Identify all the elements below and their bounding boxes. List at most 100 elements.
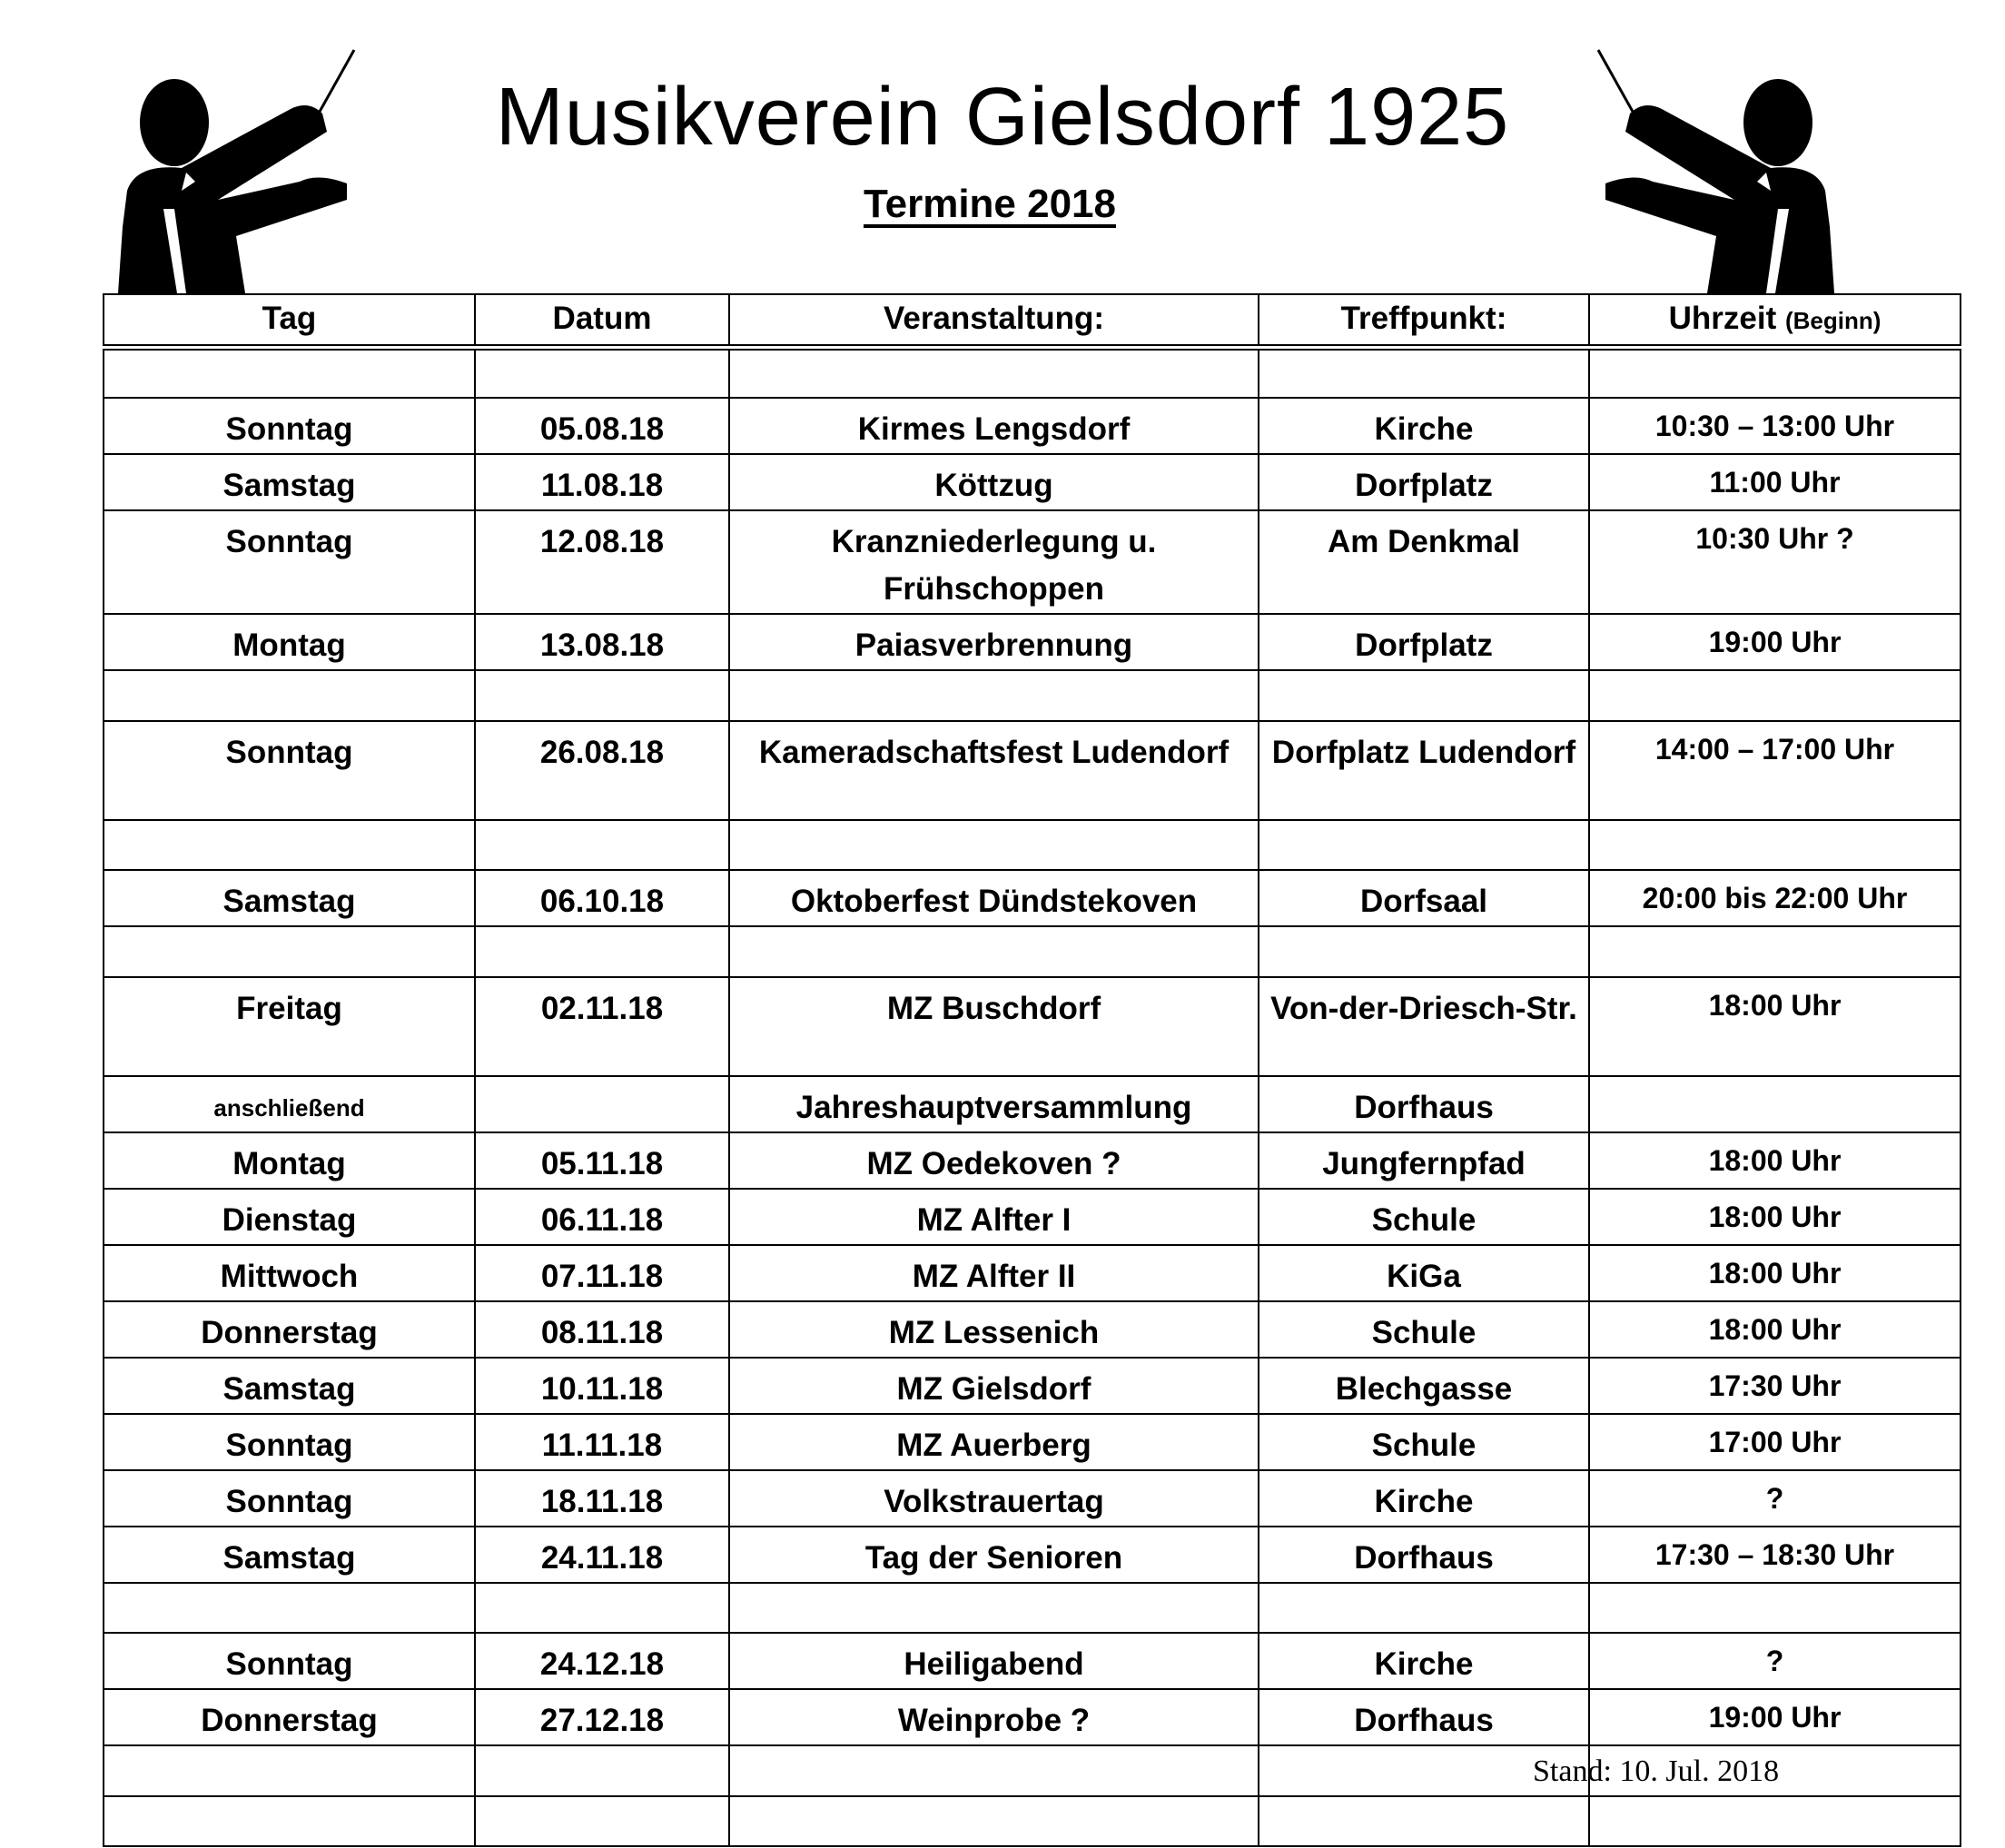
cell-treffpunkt: Am Denkmal [1258,509,1590,615]
column-header-treffpunkt: Treffpunkt: [1258,293,1590,351]
cell-veranstaltung [728,925,1259,978]
cell-tag: Sonntag [103,1412,476,1471]
cell-datum: 13.08.18 [474,613,730,671]
cell-uhrzeit: 14:00 – 17:00 Uhr [1588,719,1961,821]
cell-treffpunkt: Schule [1258,1412,1590,1471]
table-row: Samstag 10.11.18 MZ Gielsdorf Blechgasse 17:… [103,1356,1961,1415]
cell-datum: 02.11.18 [474,975,730,1077]
cell-veranstaltung [728,669,1259,722]
cell-uhrzeit [1588,1074,1961,1133]
table-row: Montag 05.11.18 MZ Oedekoven ? Jungfernpfad… [103,1131,1961,1190]
cell-datum: 05.11.18 [474,1131,730,1190]
cell-uhrzeit: 18:00 Uhr [1588,1187,1961,1246]
cell-treffpunkt: Schule [1258,1300,1590,1359]
cell-datum [474,346,730,399]
cell-datum: 10.11.18 [474,1356,730,1415]
cell-uhrzeit [1588,1581,1961,1634]
cell-tag: Samstag [103,869,476,927]
cell-treffpunkt: Jungfernpfad [1258,1131,1590,1190]
table-row: Sonntag 05.08.18 Kirmes Lengsdorf Kirche 10:… [103,397,1961,455]
cell-treffpunkt: Kirche [1258,1468,1590,1527]
table-header-row: Tag Datum Veranstaltung: Treffpunkt: Uhr… [103,293,1961,351]
cell-datum [474,818,730,871]
cell-datum: 24.12.18 [474,1632,730,1690]
cell-veranstaltung: MZ Oedekoven ? [728,1131,1259,1190]
cell-tag: Sonntag [103,1632,476,1690]
cell-treffpunkt: Blechgasse [1258,1356,1590,1415]
cell-veranstaltung [728,1794,1259,1847]
cell-veranstaltung [728,1744,1259,1797]
cell-uhrzeit: 10:30 Uhr ? [1588,509,1961,615]
cell-treffpunkt: Dorfplatz [1258,613,1590,671]
cell-tag: Donnerstag [103,1300,476,1359]
cell-treffpunkt: Von-der-Driesch-Str. [1258,975,1590,1077]
cell-uhrzeit: 18:00 Uhr [1588,1243,1961,1302]
table-row: Sonntag 11.11.18 MZ Auerberg Schule 17:00 Uh… [103,1412,1961,1471]
cell-tag [103,346,476,399]
cell-tag [103,669,476,722]
table-row: Donnerstag 08.11.18 MZ Lessenich Schule 18:0… [103,1300,1961,1359]
page-title: Musikverein Gielsdorf 1925 [495,72,1510,163]
column-header-uhrzeit: Uhrzeit (Beginn) [1588,293,1961,351]
cell-tag [103,1744,476,1797]
cell-datum: 06.10.18 [474,869,730,927]
cell-tag: Sonntag [103,1468,476,1527]
cell-tag: anschließend [103,1074,476,1133]
table-row [103,818,1961,871]
cell-tag: Samstag [103,1525,476,1584]
cell-tag: Freitag [103,975,476,1077]
table-row [103,1581,1961,1634]
cell-uhrzeit: 19:00 Uhr [1588,613,1961,671]
cell-uhrzeit: 20:00 bis 22:00 Uhr [1588,869,1961,927]
table-row [103,925,1961,978]
cell-tag: Donnerstag [103,1688,476,1746]
cell-datum: 26.08.18 [474,719,730,821]
table-row: Samstag 24.11.18 Tag der Senioren Dorfhaus 1… [103,1525,1961,1584]
table-row [103,669,1961,722]
last-updated: Stand: 10. Jul. 2018 [1533,1754,1780,1788]
cell-tag: Samstag [103,453,476,511]
cell-treffpunkt [1258,1744,1590,1797]
cell-datum: 05.08.18 [474,397,730,455]
cell-treffpunkt [1258,925,1590,978]
column-header-datum: Datum [474,293,730,351]
cell-veranstaltung: Tag der Senioren [728,1525,1259,1584]
cell-uhrzeit: 11:00 Uhr [1588,453,1961,511]
table-row: anschließend Jahreshauptversammlung Dorfha… [103,1074,1961,1133]
cell-tag [103,925,476,978]
cell-treffpunkt: Kirche [1258,1632,1590,1690]
cell-uhrzeit [1588,346,1961,399]
cell-datum [474,1074,730,1133]
cell-datum: 11.11.18 [474,1412,730,1471]
conductor-silhouette-icon [118,49,356,293]
cell-datum [474,1581,730,1634]
cell-veranstaltung: Jahreshauptversammlung [728,1074,1259,1133]
cell-datum: 07.11.18 [474,1243,730,1302]
cell-veranstaltung: Kameradschaftsfest Ludendorf [728,719,1259,821]
cell-uhrzeit: ? [1588,1632,1961,1690]
cell-datum [474,1794,730,1847]
cell-veranstaltung: MZ Gielsdorf [728,1356,1259,1415]
cell-veranstaltung [728,818,1259,871]
cell-treffpunkt [1258,818,1590,871]
cell-tag [103,818,476,871]
cell-veranstaltung: MZ Buschdorf [728,975,1259,1077]
cell-veranstaltung: Oktoberfest Dündstekoven [728,869,1259,927]
cell-tag: Sonntag [103,719,476,821]
cell-treffpunkt: Dorfsaal [1258,869,1590,927]
cell-datum: 12.08.18 [474,509,730,615]
cell-treffpunkt: KiGa [1258,1243,1590,1302]
table-row: Samstag 11.08.18 Köttzug Dorfplatz 11:00 Uhr [103,453,1961,511]
cell-tag: Mittwoch [103,1243,476,1302]
cell-veranstaltung: Kranzniederlegung u. Frühschoppen [728,509,1259,615]
cell-uhrzeit: 18:00 Uhr [1588,975,1961,1077]
cell-tag: Sonntag [103,397,476,455]
cell-tag: Montag [103,613,476,671]
table-row: Donnerstag 27.12.18 Weinprobe ? Dorfhaus 19:… [103,1688,1961,1746]
table-row: Mittwoch 07.11.18 MZ Alfter II KiGa 18:00 Uh… [103,1243,1961,1302]
cell-uhrzeit: 19:00 Uhr [1588,1688,1961,1746]
cell-veranstaltung: Kirmes Lengsdorf [728,397,1259,455]
cell-uhrzeit [1588,818,1961,871]
cell-treffpunkt: Schule [1258,1187,1590,1246]
cell-veranstaltung: MZ Alfter I [728,1187,1259,1246]
